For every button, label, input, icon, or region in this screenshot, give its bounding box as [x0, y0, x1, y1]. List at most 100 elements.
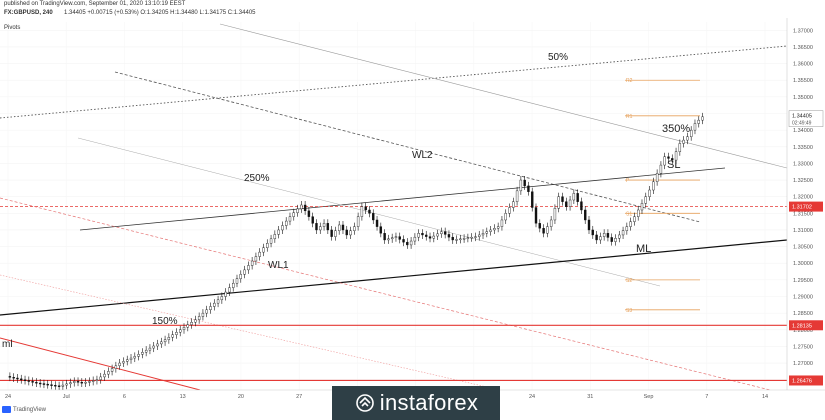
candle-body: [489, 229, 492, 232]
candle-body: [292, 212, 295, 217]
candle-body: [91, 380, 95, 382]
symbol-title[interactable]: FX:GBPUSD, 240: [4, 10, 53, 16]
indicator-label[interactable]: Pivots: [4, 25, 21, 31]
candle-body: [216, 299, 220, 304]
candle-body: [481, 233, 485, 236]
candle-body: [322, 223, 326, 227]
candle-body: [179, 329, 182, 333]
y-tick-label: 1.31500: [793, 211, 813, 217]
candle-body: [303, 204, 307, 212]
pivot-label: R2: [626, 78, 633, 84]
candle-body: [508, 207, 511, 214]
candle-body: [163, 339, 167, 343]
instaforex-watermark: instaforex: [332, 386, 500, 420]
candle-body: [531, 191, 534, 208]
candle-body: [644, 196, 647, 204]
candle-body: [633, 216, 636, 222]
candle-body: [284, 220, 288, 226]
pivot-label: P: [626, 178, 630, 184]
pivot-label: S3: [626, 308, 632, 314]
candle-body: [478, 234, 481, 237]
candle-body: [194, 319, 197, 323]
annotation-label: ML: [636, 243, 651, 255]
candle-body: [69, 382, 72, 385]
pivot-label: R1: [626, 114, 633, 120]
candle-body: [16, 377, 19, 380]
x-tick-label: 24: [529, 394, 535, 400]
y-tick-label: 1.27000: [793, 361, 813, 367]
candle-body: [345, 229, 348, 236]
candle-body: [466, 237, 470, 239]
candle-body: [610, 237, 613, 242]
candle-body: [190, 322, 193, 325]
y-tick-label: 1.28000: [793, 328, 813, 334]
pitchfork-lines: [0, 23, 787, 390]
candle-body: [61, 384, 65, 387]
pivot-label: S2: [626, 278, 632, 284]
x-tick-label: 27: [296, 394, 302, 400]
candle-body: [209, 306, 212, 311]
candle-body: [576, 193, 579, 202]
marker-pill: [789, 320, 823, 331]
candle-body: [341, 224, 345, 231]
candle-body: [175, 332, 178, 335]
candle-body: [584, 209, 587, 221]
candle-body: [614, 238, 617, 242]
candle-body: [141, 352, 144, 355]
candle-body: [553, 208, 557, 221]
candle-body: [425, 234, 428, 237]
candle-body: [538, 223, 541, 229]
candle-body: [671, 158, 674, 161]
candle-body: [652, 181, 655, 191]
candle-body: [372, 213, 375, 221]
candle-body: [421, 233, 424, 236]
candle-body: [561, 196, 564, 202]
candle-body: [523, 179, 526, 187]
pivot-label: S1: [626, 211, 632, 217]
y-tick-label: 1.35500: [793, 78, 813, 84]
candle-body: [591, 229, 594, 236]
candle-body: [451, 236, 454, 241]
grid: [0, 22, 787, 390]
candle-body: [46, 383, 49, 386]
candle-body: [254, 256, 258, 262]
candle-body: [103, 373, 106, 378]
candle-body: [239, 274, 242, 279]
candle-body: [224, 291, 227, 297]
annotations: 50% 350% SL WL2 250% WL1 ML 150% ml: [2, 52, 690, 350]
candle-body: [572, 193, 576, 201]
candle-body: [568, 199, 572, 207]
price-series: [8, 112, 704, 390]
annotation-label: 350%: [662, 123, 690, 135]
y-tick-label: 1.30000: [793, 261, 813, 267]
candle-body: [232, 282, 235, 288]
candle-body: [629, 221, 632, 227]
candle-body: [549, 219, 553, 227]
candle-body: [110, 368, 114, 372]
candle-body: [474, 236, 477, 238]
candle-body: [527, 185, 530, 192]
candle-body: [129, 357, 133, 360]
candle-body: [220, 296, 224, 301]
y-tick-label: 1.30500: [793, 245, 813, 251]
candle-body: [27, 380, 31, 382]
candle-body: [360, 206, 364, 217]
candle-body: [390, 237, 394, 240]
candle-body: [697, 119, 700, 124]
candle-body: [364, 206, 367, 211]
candle-body: [428, 236, 432, 239]
candle-body: [12, 376, 15, 379]
candle-body: [659, 164, 663, 174]
candle-body: [682, 139, 685, 144]
candle-body: [618, 234, 621, 239]
candle-body: [205, 309, 208, 314]
x-tick-label: 31: [587, 394, 593, 400]
x-tick-label: 7: [705, 394, 708, 400]
pivot-lines: R2 R1 P S1 S2 S3: [625, 78, 700, 314]
candle-body: [50, 384, 53, 386]
marker-pill-label: 1.26476: [792, 378, 812, 384]
candle-body: [326, 223, 330, 231]
candle-body: [266, 243, 269, 248]
candle-body: [42, 383, 46, 385]
